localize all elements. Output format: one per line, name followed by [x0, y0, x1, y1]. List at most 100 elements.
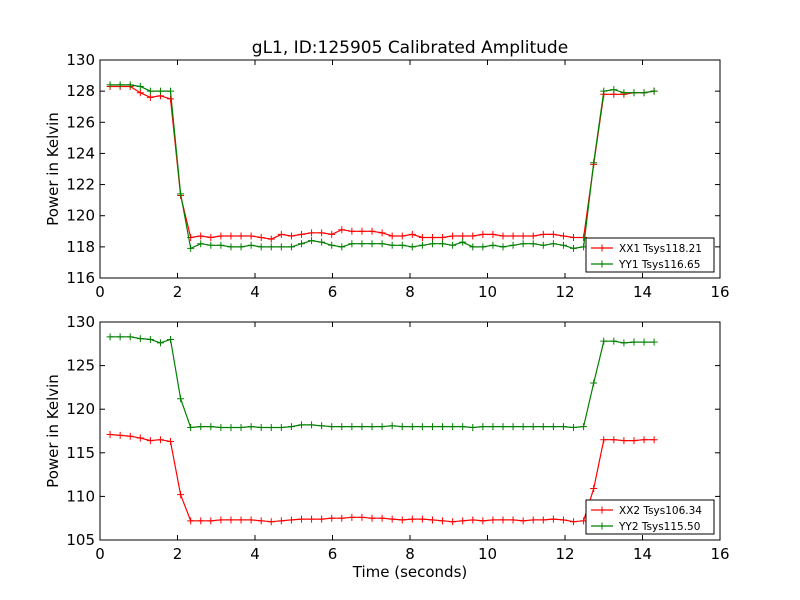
plot2-series-2-point [156, 339, 164, 347]
plot1-series-2-point [348, 240, 356, 248]
plot2-series-1-point [187, 517, 195, 525]
plot2-y-axis-label: Power in Kelvin [44, 374, 62, 488]
plot2-series-1-point [408, 515, 416, 523]
plot2-series-2-point [217, 424, 225, 432]
plot2-series-2-point [257, 424, 265, 432]
plot2-series-2-point [559, 423, 567, 431]
plot2-series-1-point [590, 485, 598, 493]
plot1-series-1-point [207, 234, 215, 242]
plot2-series-2-point [439, 423, 447, 431]
plot1-series-1-point [539, 230, 547, 238]
plot1-series-1-point [136, 89, 144, 97]
plot1-series-1-point [388, 232, 396, 240]
plot1-series-2-point [257, 243, 265, 251]
plot1-series-2-point [156, 87, 164, 95]
plot1-series-2-point [126, 81, 134, 89]
plot2-series-2-point [197, 423, 205, 431]
plot1-series-2-point [620, 89, 628, 97]
plot2-series-1-point [449, 518, 457, 526]
plot1-series-2-point [368, 240, 376, 248]
plot2-series-1-point [197, 517, 205, 525]
plot2-series-2-point [328, 423, 336, 431]
plot1-series-2-point [287, 243, 295, 251]
plot2-series-2-point [449, 423, 457, 431]
plot1-series-2-point [217, 241, 225, 249]
plot1-series-1-point [217, 232, 225, 240]
plot1-series-1-point [439, 234, 447, 242]
plot2-series-1-point [227, 516, 235, 524]
plot1-series-2-point [499, 243, 507, 251]
plot1-series-2-point [187, 244, 195, 252]
plot2-series-2-point [610, 337, 618, 345]
plot2-series-2-point [358, 423, 366, 431]
plot1-series-1-point [479, 230, 487, 238]
plot1-y-tick-label: 126 [66, 113, 95, 131]
bottom-plot: 0 2 4 6 8 10 12 14 16 105 110 115 120 125 130 Power in … [44, 313, 730, 581]
plot1-series-2-point [338, 243, 346, 251]
plot2-series-2-point [308, 421, 316, 429]
plot2-series-1-point [529, 516, 537, 524]
plot1-y-tick-label: 122 [66, 176, 95, 194]
plot2-x-tick-label: 8 [405, 545, 415, 563]
plot2-series-1-point [348, 513, 356, 521]
plot1-series-1-point [237, 232, 245, 240]
plot2-y-tick-label: 110 [66, 487, 95, 505]
plot1-y-axis-label: Power in Kelvin [44, 112, 62, 226]
plot1-series-2-point [146, 87, 154, 95]
plot1-series-2-point [237, 243, 245, 251]
plot1-series-2-point [570, 244, 578, 252]
plot2-series-2-point [318, 422, 326, 430]
plot2-series-1-point [539, 516, 547, 524]
plot2-x-axis-label: Time (seconds) [352, 563, 468, 581]
plot2-series-1-point [600, 436, 608, 444]
plot1-series-2-point [559, 241, 567, 249]
plot2-series-2-point [237, 424, 245, 432]
plot1-series-2-point [549, 240, 557, 248]
plot1-series-1-point [338, 226, 346, 234]
plot1-series-1-point [499, 232, 507, 240]
plot2-series-1-point [267, 518, 275, 526]
plot1-x-tick-label: 10 [478, 283, 497, 301]
plot1-series-2-point [177, 190, 185, 198]
plot1-series-1-point [257, 234, 265, 242]
plot1-series-1-point [509, 232, 517, 240]
plot2-series-1-point [439, 517, 447, 525]
plot2-series-2-point [600, 337, 608, 345]
plot2-series-2-point [640, 338, 648, 346]
plot2-series-2-point [459, 423, 467, 431]
plot2-series-2-point [620, 339, 628, 347]
plot1-y-tick-label: 130 [66, 51, 95, 69]
plot1-series-2-point [298, 240, 305, 248]
plot1-series-2-point [207, 241, 215, 249]
plot2-series-1-point [489, 516, 497, 524]
plot2-series-2-point [408, 423, 416, 431]
plot2-y-tick-label: 115 [66, 444, 95, 462]
plot2-series-2-point [630, 338, 638, 346]
plot2-series-1-point [509, 516, 517, 524]
plot1-y-tick-label: 116 [66, 269, 95, 287]
plot2-series-2-point [267, 424, 275, 432]
plot2-series-2-point [227, 424, 235, 432]
plot1-x-tick-label: 4 [250, 283, 260, 301]
plot1-series-2-point [136, 82, 144, 90]
plot2-series-2-point [116, 333, 124, 341]
plot2-series-2-point [298, 421, 305, 429]
plot1-series-1-point [559, 232, 567, 240]
plot2-y-tick-label: 125 [66, 357, 95, 375]
plot1-series-1-point [368, 227, 376, 235]
plot1-series-2-point [167, 87, 175, 95]
plot1-x-tick-label: 6 [328, 283, 338, 301]
plot1-series-1-point [247, 232, 255, 240]
plot1-series-1-point [298, 230, 305, 238]
plot2-y-tick-label: 105 [66, 531, 95, 549]
plot2-series-1-point [177, 491, 185, 499]
plot2-series-2-point [650, 338, 658, 346]
top-plot: 0 2 4 6 8 10 12 14 16 116 118 120 122 124 126 128 130 Pow… [44, 51, 730, 301]
plot2-series-2-point [539, 423, 547, 431]
plot2-legend-label: YY2 Tsys115.50 [618, 521, 700, 533]
plot2-series-1-point [298, 515, 305, 523]
plot2-series-2-point [207, 423, 215, 431]
plot2-series-1-point [388, 515, 396, 523]
plot1-series-2-point [590, 159, 598, 167]
plot1-series-2-point [247, 241, 255, 249]
